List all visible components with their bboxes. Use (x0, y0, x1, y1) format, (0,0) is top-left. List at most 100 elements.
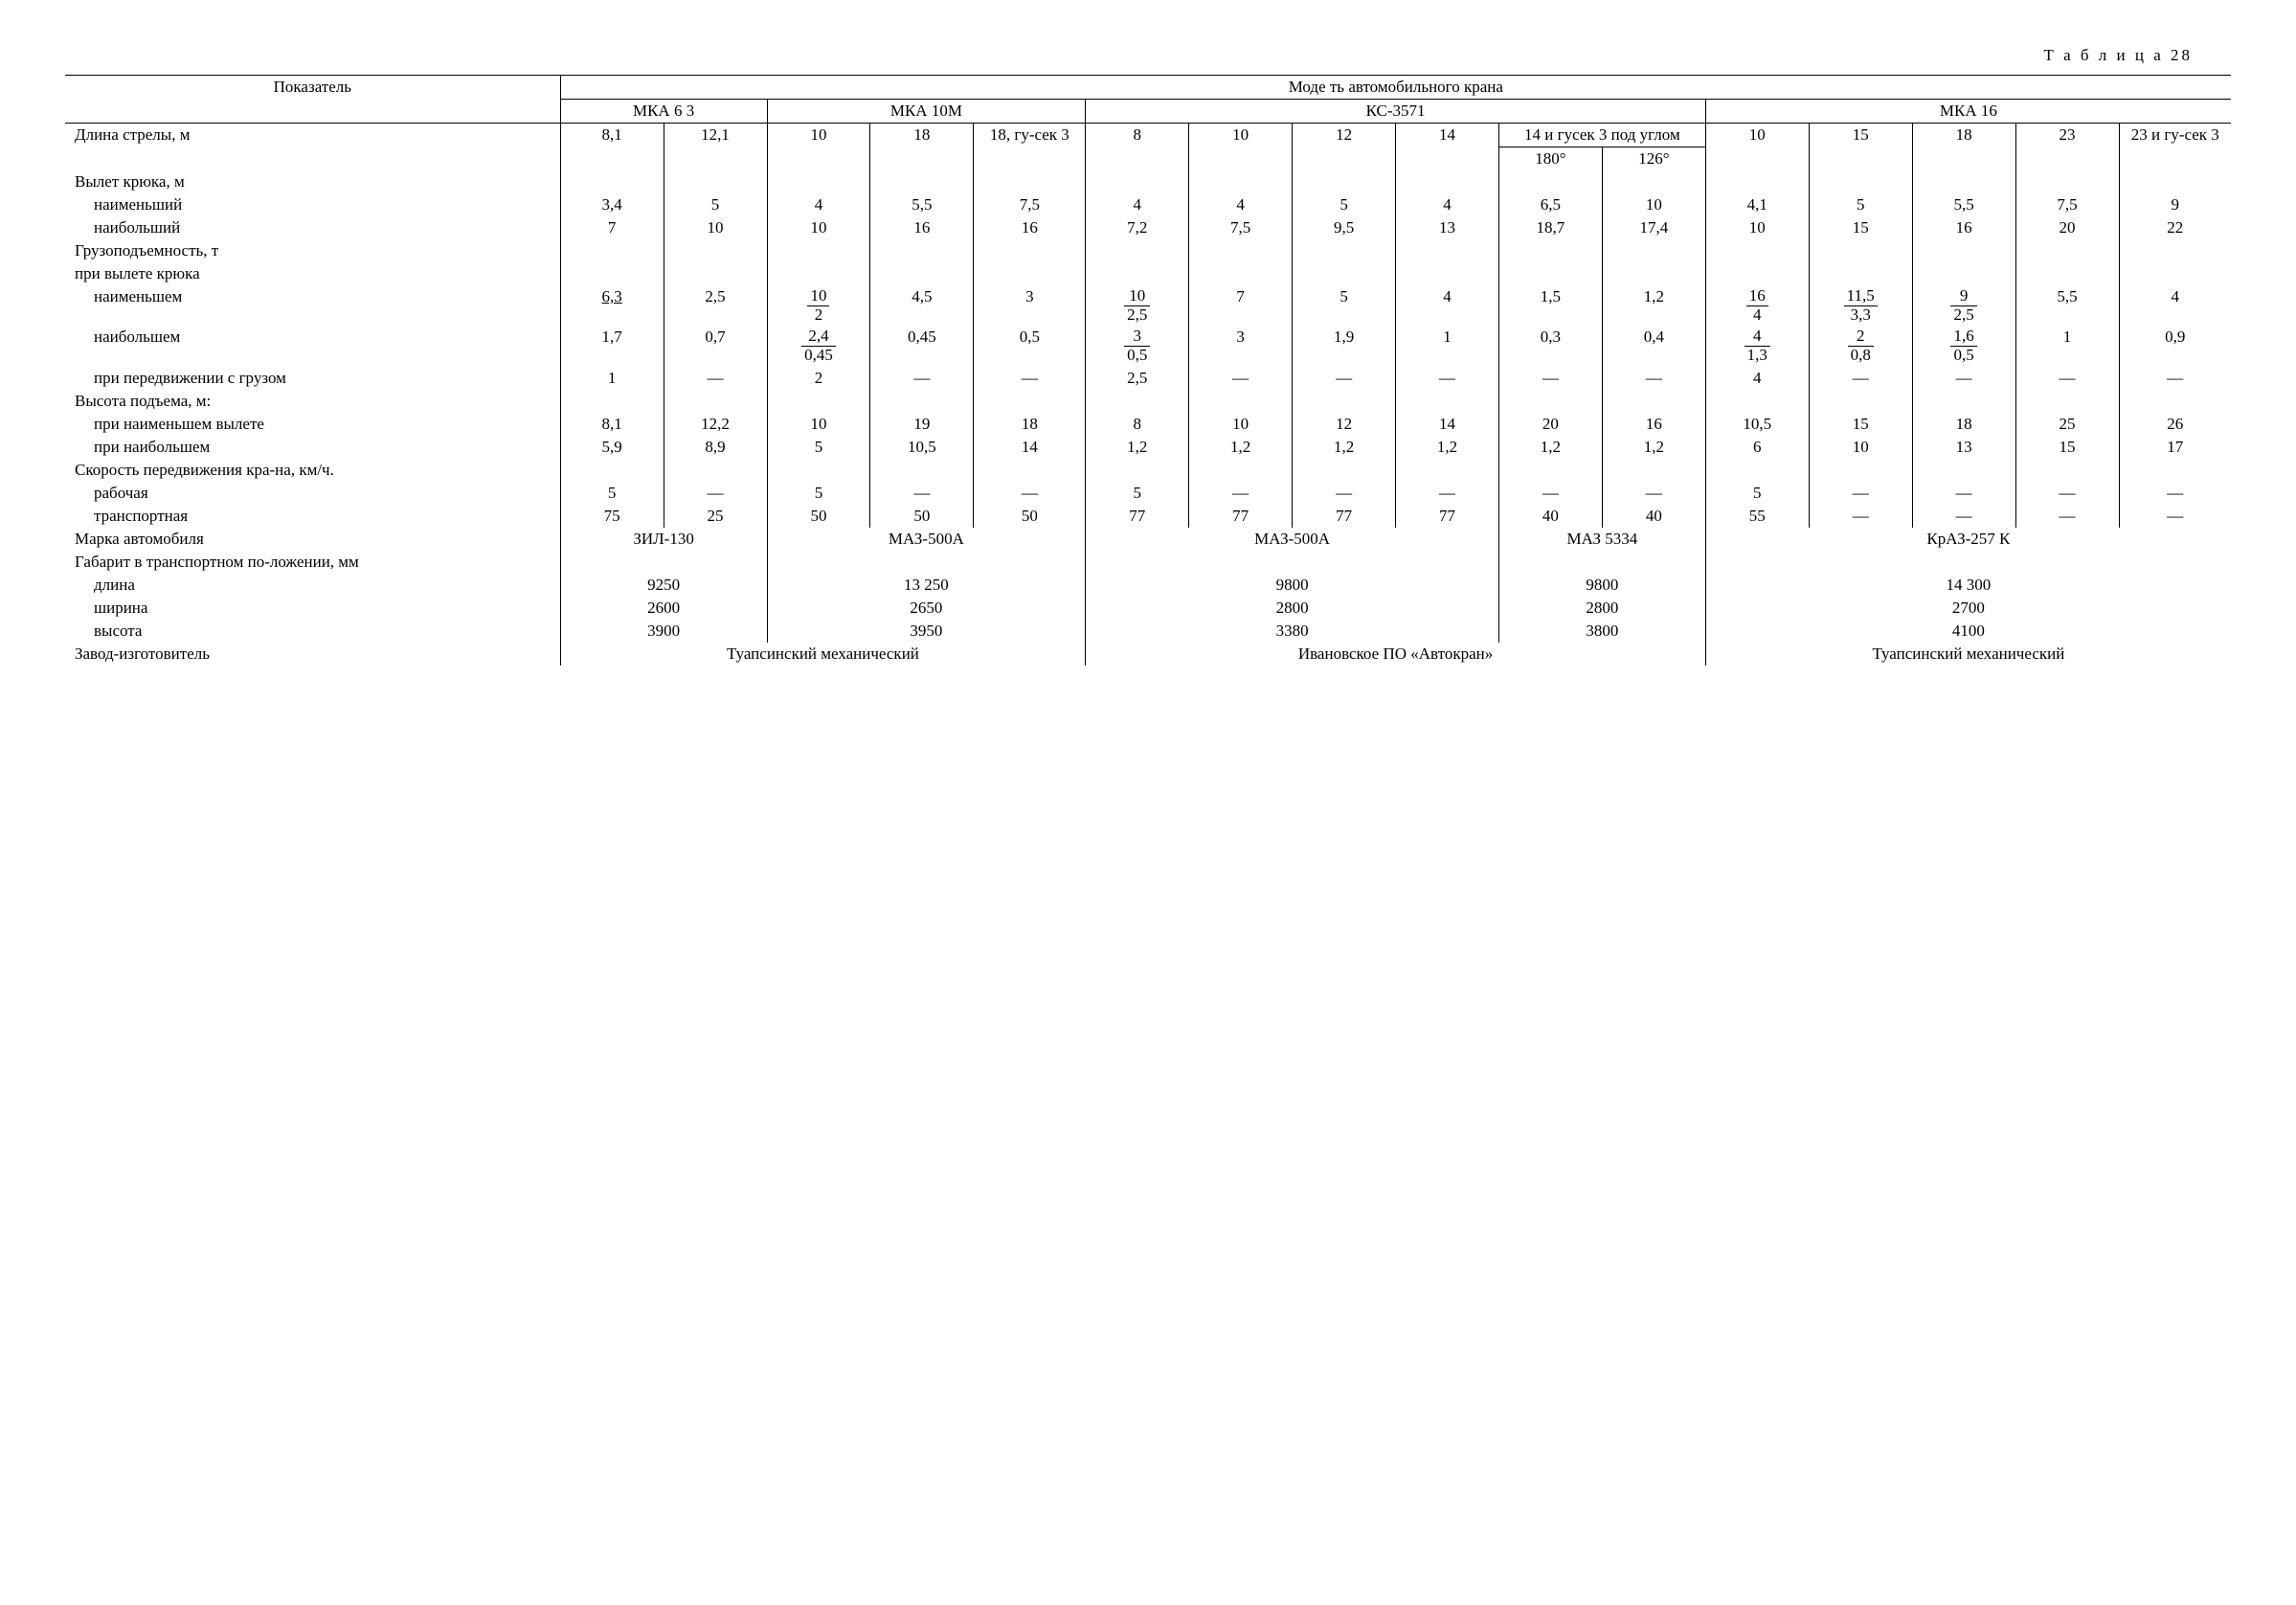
cell: 164 (1705, 285, 1809, 326)
cell: 7 (1189, 285, 1293, 326)
cell: 50 (767, 505, 870, 528)
cell: 18 (870, 124, 974, 147)
cell: 9800 (1086, 574, 1499, 597)
cell: 13 (1912, 436, 2015, 459)
cell: — (2119, 505, 2231, 528)
cell: 30,5 (1086, 326, 1189, 366)
cell: 14 (1396, 124, 1499, 147)
cell: 3 (974, 285, 1086, 326)
cell: — (2015, 482, 2119, 505)
cell: 7,2 (1086, 216, 1189, 239)
row-mfr: Завод-изготовитель (65, 643, 560, 666)
cell: 3800 (1498, 620, 1705, 643)
cell: 10 (1602, 193, 1705, 216)
cell: 50 (974, 505, 1086, 528)
cell: 102,5 (1086, 285, 1189, 326)
cell: 4 (1189, 193, 1293, 216)
cell: 5,5 (2015, 285, 2119, 326)
cell: 18, гу-сек 3 (974, 124, 1086, 147)
cell: — (1809, 367, 1912, 390)
cell: 5 (560, 482, 664, 505)
cell: 0,7 (664, 326, 767, 366)
cell: 77 (1293, 505, 1396, 528)
cell: 5,5 (1912, 193, 2015, 216)
cell: 1,2 (1086, 436, 1189, 459)
cell: МАЗ-500А (1086, 528, 1499, 551)
cell: 77 (1086, 505, 1189, 528)
cell: 6,5 (1498, 193, 1602, 216)
cell: 0,9 (2119, 326, 2231, 366)
cell: 3950 (767, 620, 1086, 643)
model-2: МКА 10М (767, 100, 1086, 124)
cell: 18 (1912, 413, 2015, 436)
cell: 5 (1809, 193, 1912, 216)
row-hook-min: наименьший (65, 193, 560, 216)
cell: 17 (2119, 436, 2231, 459)
cell: 8,1 (560, 124, 664, 147)
row-cap-max: наибольшем (65, 326, 560, 366)
cell: 15 (1809, 124, 1912, 147)
cell: 1,2 (1293, 436, 1396, 459)
row-boom-len: Длина стрелы, м (65, 124, 560, 147)
cell: 2,5 (664, 285, 767, 326)
cell: — (1293, 482, 1396, 505)
cell: — (1396, 367, 1499, 390)
cell: — (1809, 482, 1912, 505)
row-speed-trans: транспортная (65, 505, 560, 528)
cell: 4 (1396, 193, 1499, 216)
cell: 75 (560, 505, 664, 528)
cell: — (1293, 367, 1396, 390)
cell: 4,1 (1705, 193, 1809, 216)
cell: 40 (1602, 505, 1705, 528)
cell: — (1912, 482, 2015, 505)
cell: — (870, 367, 974, 390)
cell: 14 (974, 436, 1086, 459)
cell: 4 (2119, 285, 2231, 326)
cell: 40 (1498, 505, 1602, 528)
cell: 5 (767, 436, 870, 459)
cell: 14 (1396, 413, 1499, 436)
cell: 4,5 (870, 285, 974, 326)
row-hook-reach: Вылет крюка, м (65, 170, 560, 193)
cell: — (664, 367, 767, 390)
row-dim-hgt: высота (65, 620, 560, 643)
cell: 20 (1498, 413, 1602, 436)
cell: 23 и гу-сек 3 (2119, 124, 2231, 147)
cell: 0,5 (974, 326, 1086, 366)
cell: 7,5 (974, 193, 1086, 216)
cell: 16 (1602, 413, 1705, 436)
cell: 9800 (1498, 574, 1705, 597)
cell: 1,9 (1293, 326, 1396, 366)
cell: 22 (2119, 216, 2231, 239)
cell: 55 (1705, 505, 1809, 528)
cell: 7,5 (2015, 193, 2119, 216)
cell: — (2119, 367, 2231, 390)
cell: 4100 (1705, 620, 2231, 643)
cell: 12,2 (664, 413, 767, 436)
cell: 6,3 (560, 285, 664, 326)
cell: 2800 (1498, 597, 1705, 620)
row-truck: Марка автомобиля (65, 528, 560, 551)
cell: 2,5 (1086, 367, 1189, 390)
cell: — (974, 367, 1086, 390)
model-1: МКА 6 3 (560, 100, 767, 124)
cell: — (1809, 505, 1912, 528)
cell: Туапсинский механический (1705, 643, 2231, 666)
cell: — (2015, 367, 2119, 390)
cell: 8 (1086, 413, 1189, 436)
cell: 13 (1396, 216, 1499, 239)
cell: 5 (1086, 482, 1189, 505)
cell: 10,5 (1705, 413, 1809, 436)
cell: 20 (2015, 216, 2119, 239)
cell: — (1602, 482, 1705, 505)
header-group: Моде ть автомобильного крана (560, 76, 2231, 100)
cell: Ивановское ПО «Автокран» (1086, 643, 1706, 666)
cell: 5 (1293, 193, 1396, 216)
cell: 5,5 (870, 193, 974, 216)
row-lift-min: при наименьшем вылете (65, 413, 560, 436)
cell: 41,3 (1705, 326, 1809, 366)
row-hook-max: наибольший (65, 216, 560, 239)
cell: 19 (870, 413, 974, 436)
row-lift-max: при наибольшем (65, 436, 560, 459)
row-cap-moving: при передвижении с грузом (65, 367, 560, 390)
